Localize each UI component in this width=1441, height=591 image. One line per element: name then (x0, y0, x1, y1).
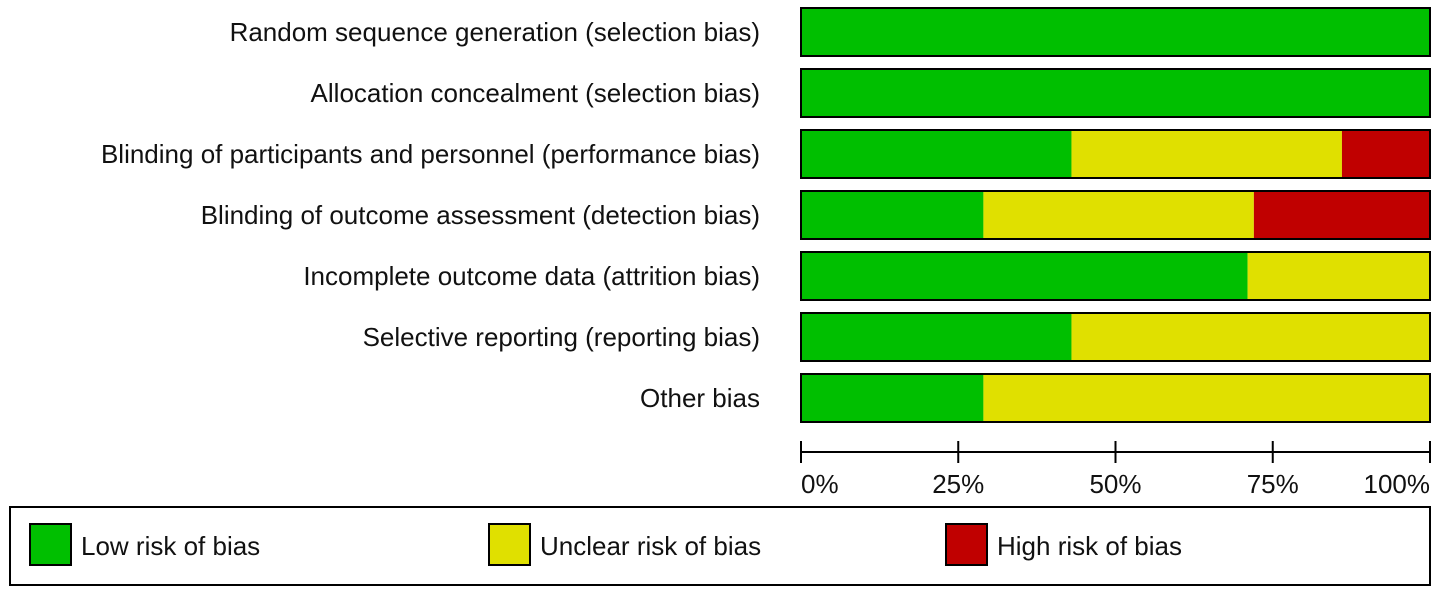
category-label: Incomplete outcome data (attrition bias) (303, 261, 760, 291)
bar-outline (800, 190, 1431, 240)
bar-segment (801, 374, 984, 422)
bar-segment (1253, 191, 1430, 239)
bar-outline (800, 129, 1431, 179)
bar-segment (801, 313, 1072, 361)
bar-segment (983, 191, 1254, 239)
bar-outline (800, 373, 1431, 423)
bar-segment (801, 69, 1430, 117)
category-label: Blinding of outcome assessment (detectio… (201, 200, 760, 230)
bar-outline (800, 251, 1431, 301)
legend-swatch (945, 523, 988, 566)
x-tick-label: 50% (1089, 469, 1141, 499)
legend-label: High risk of bias (997, 531, 1182, 561)
bar-segment (1341, 130, 1430, 178)
bar-outline (800, 68, 1431, 118)
legend-swatch (29, 523, 72, 566)
bar-outline (800, 7, 1431, 57)
legend-swatch (488, 523, 531, 566)
bar-segment (801, 191, 984, 239)
bar-segment (1071, 313, 1430, 361)
bar-segment (983, 374, 1430, 422)
x-tick-label: 0% (801, 469, 839, 499)
bar-segment (801, 8, 1430, 56)
x-tick-label: 100% (1364, 469, 1431, 499)
bar-segment (801, 130, 1072, 178)
legend-label: Low risk of bias (81, 531, 260, 561)
x-tick-label: 25% (932, 469, 984, 499)
bar-outline (800, 312, 1431, 362)
category-label: Selective reporting (reporting bias) (363, 322, 760, 352)
x-tick-label: 75% (1247, 469, 1299, 499)
bar-segment (801, 252, 1248, 300)
legend-box (9, 506, 1431, 586)
bar-segment (1247, 252, 1430, 300)
category-label: Blinding of participants and personnel (… (101, 139, 760, 169)
category-label: Random sequence generation (selection bi… (230, 17, 760, 47)
bar-segment (1071, 130, 1342, 178)
category-label: Allocation concealment (selection bias) (311, 78, 760, 108)
legend-label: Unclear risk of bias (540, 531, 761, 561)
category-label: Other bias (640, 383, 760, 413)
